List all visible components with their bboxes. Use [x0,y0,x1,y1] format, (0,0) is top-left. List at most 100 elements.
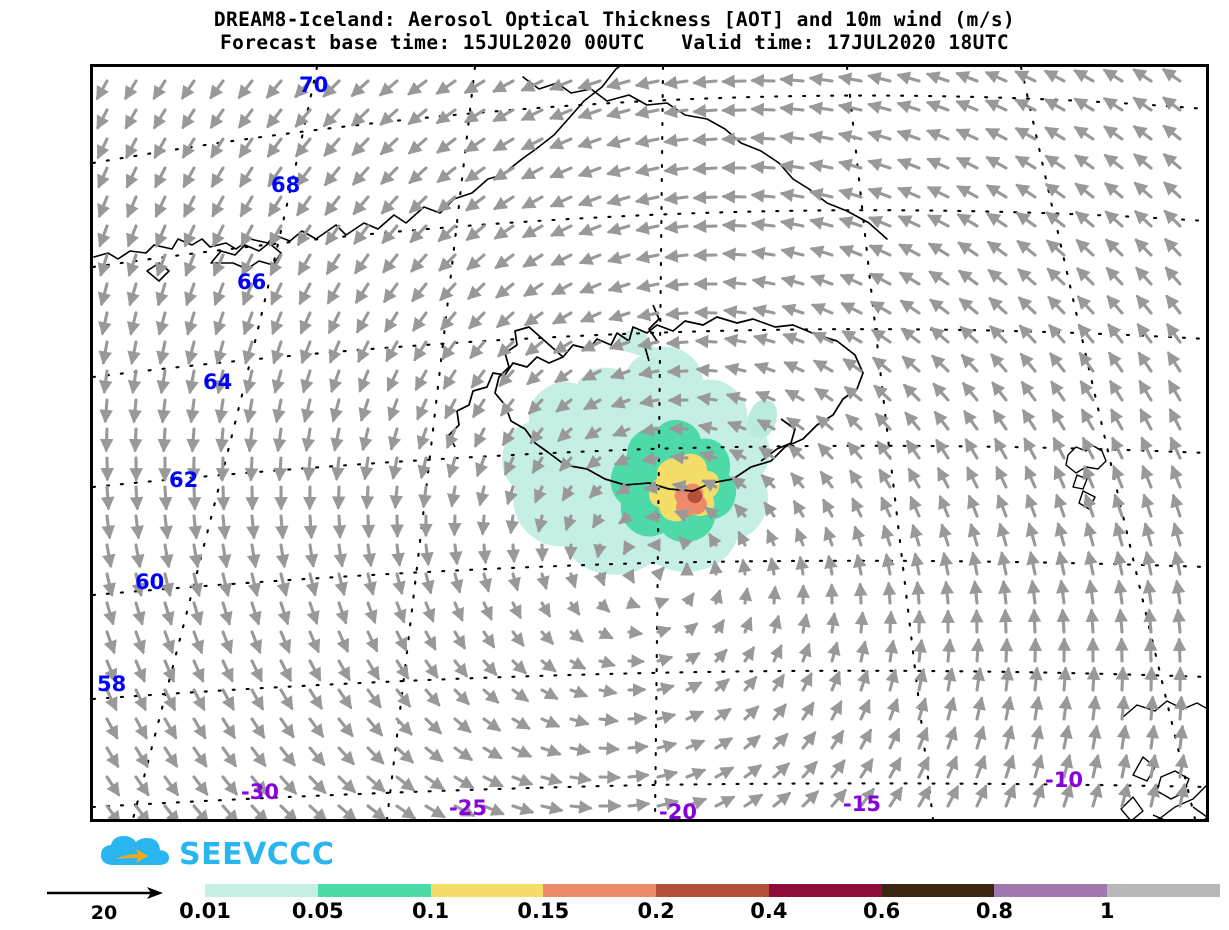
colorbar-segment-0.01 [205,884,318,897]
wind-arrow [551,282,573,296]
wind-arrow [395,804,417,819]
wind-arrow [156,340,170,366]
wind-arrow [128,427,143,453]
wind-arrow [637,336,660,351]
wind-arrow [1144,666,1159,692]
wind-arrow [795,555,809,576]
wind-arrow [1102,97,1124,112]
wind-arrow [294,79,312,99]
wind-arrow [416,398,429,421]
wind-arrow [250,659,263,683]
wind-arrow [157,398,171,424]
wind-arrow [751,275,776,289]
lon-label--25: -25 [449,796,487,819]
wind-arrow [540,658,557,673]
wind-arrow [407,137,428,155]
wind-arrow [209,108,225,130]
wind-arrow [808,72,834,87]
wind-arrow [618,510,634,525]
wind-arrow [275,543,290,569]
wind-arrow [927,214,950,228]
wind-arrow [1001,725,1016,750]
wind-arrow [246,514,260,540]
wind-arrow [465,224,486,241]
wind-arrow [786,417,805,431]
wind-arrow [1078,351,1095,373]
wind-arrow [478,572,493,593]
wind-arrow [1056,608,1071,634]
wind-arrow [772,703,787,721]
wind-arrow [163,775,179,797]
wind-arrow [239,166,254,188]
wind-arrow [714,766,735,780]
wind-arrow [568,628,584,643]
wind-arrow [331,456,345,482]
wind-arrow [1103,125,1124,141]
wind-arrow [1173,695,1188,721]
wind-arrow [213,340,227,365]
wind-arrow [622,540,636,556]
wind-arrow [750,73,776,88]
wind-arrow [492,108,515,123]
wind-arrow [214,369,228,395]
wind-arrow [1107,323,1124,344]
wind-arrow [529,427,544,445]
wind-arrow [104,659,118,683]
wind-arrow [97,224,111,248]
wind-arrow [395,775,416,792]
wind-arrow [244,427,258,453]
wind-arrow [1142,579,1157,605]
chart-title-block: DREAM8-Iceland: Aerosol Optical Thicknes… [0,8,1229,54]
wind-arrow [1169,436,1183,460]
wind-arrow [436,166,457,183]
wind-arrow [308,775,327,795]
wind-arrow [381,224,399,245]
wind-arrow [250,688,265,711]
wind-arrow [98,340,113,366]
wind-arrow [524,340,544,356]
wind-arrow [896,71,921,85]
wind-arrow [854,611,869,634]
wind-arrow [327,311,341,335]
wind-arrow [743,793,764,808]
wind-arrow [743,675,758,692]
wind-arrow [155,282,169,307]
wind-arrow [1172,637,1187,663]
wind-arrow [1000,666,1014,692]
wind-arrow [811,331,834,345]
wind-arrow [1017,296,1037,315]
wind-arrow [103,630,117,655]
colorbar-tick-0.01: 0.01 [179,899,231,923]
wind-arrow [132,630,146,655]
wind-arrow [634,76,660,90]
wind-arrow [420,543,434,567]
wind-arrow [154,195,168,219]
wind-arrow [322,79,341,98]
wind-arrow [296,224,312,247]
wind-arrow [337,688,353,710]
wind-arrow [598,626,614,640]
wind-arrow [963,409,979,431]
wind-arrow [366,717,384,737]
wind-arrow [685,710,705,723]
wind-arrow [1053,465,1067,489]
wind-arrow [663,75,689,90]
wind-arrow [221,775,238,796]
wind-arrow [482,803,505,816]
wind-arrow [99,427,114,453]
wind-arrow [994,437,1008,460]
wind-arrow [1088,724,1102,750]
wind-arrow [606,106,631,120]
wind-arrow [708,532,722,548]
wind-arrow [663,104,689,119]
wind-arrow [840,302,863,315]
wind-arrow [463,108,486,124]
wind-arrow [613,453,631,466]
wind-arrow [308,688,323,710]
wind-arrow [549,165,573,179]
wind-arrow [307,630,321,654]
wind-arrow [1139,408,1153,431]
wind-arrow [1137,351,1153,373]
wind-arrow [940,580,954,605]
lat-label-60: 60 [135,570,164,594]
